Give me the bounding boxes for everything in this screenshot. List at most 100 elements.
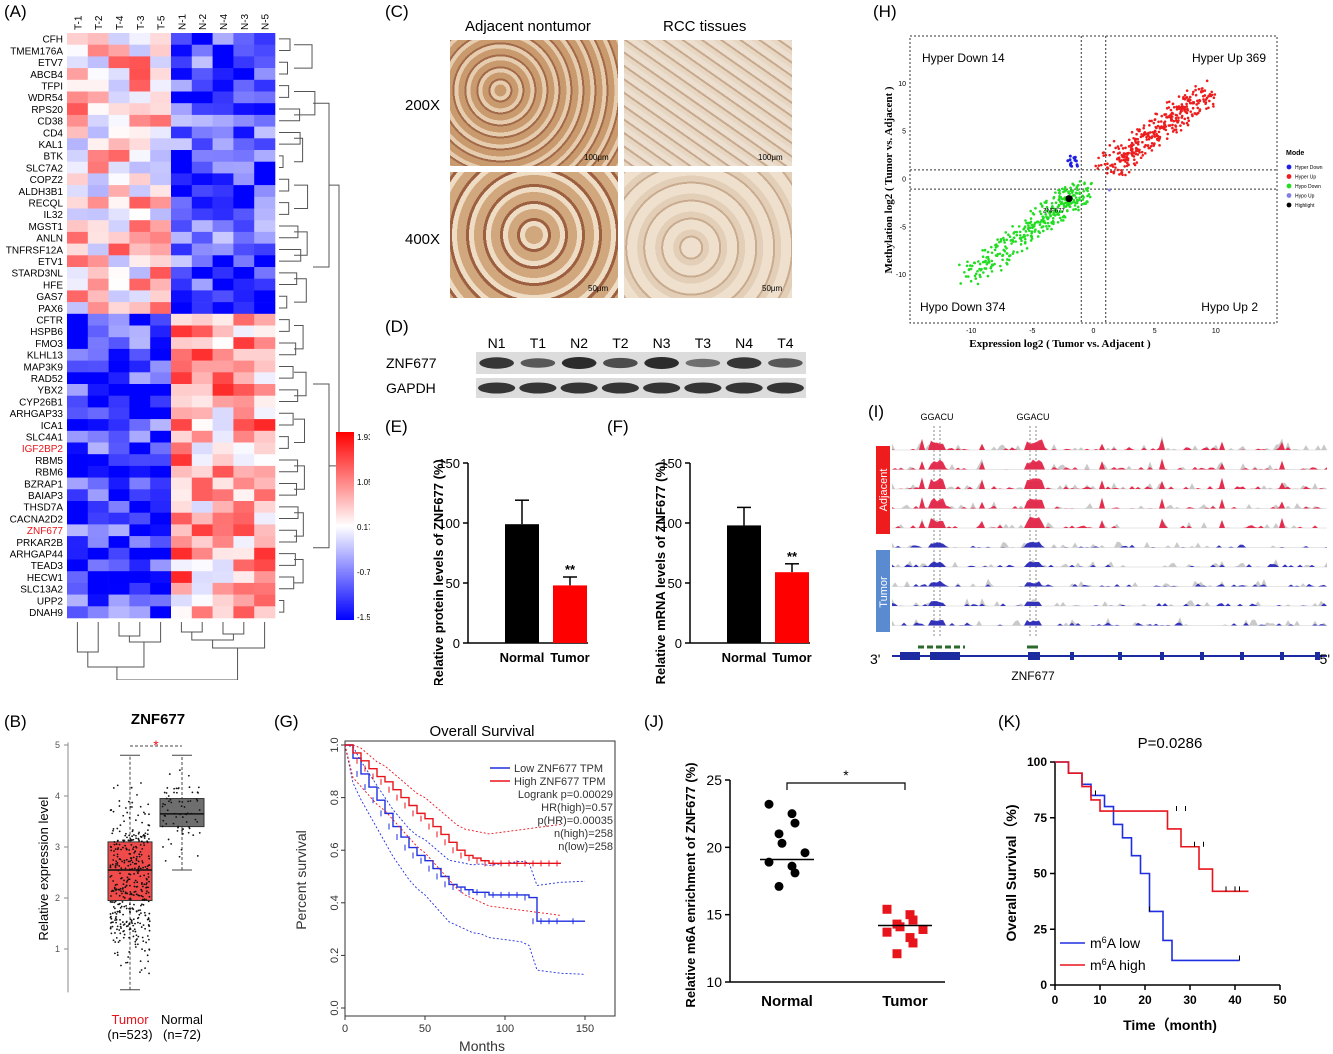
scatter-point (1072, 193, 1075, 197)
data-point (800, 848, 810, 858)
heatmap-cell (108, 372, 130, 385)
heatmap-cell (108, 360, 130, 373)
data-point (181, 801, 184, 803)
x-tick-label: -5 (1029, 328, 1035, 335)
data-point (123, 879, 125, 882)
heatmap-cell (150, 582, 172, 595)
data-point (139, 971, 141, 974)
data-point (137, 909, 140, 912)
scatter-point (1002, 236, 1005, 240)
scatter-point (1130, 141, 1134, 145)
heatmap-cell (233, 536, 255, 549)
panel-i: (I) GGACU GGACU Adjacent Tumor 3' 5' ZNF677 (860, 400, 1333, 690)
heatmap-cell (212, 454, 234, 467)
data-point (133, 885, 136, 888)
heatmap-cell (150, 267, 172, 279)
heatmap-cell (233, 231, 255, 244)
legend-marker (1286, 193, 1292, 198)
y-tick-label: 15 (706, 907, 722, 923)
heatmap-cell (87, 559, 109, 572)
scatter-point (1094, 164, 1097, 168)
data-point (123, 929, 125, 932)
legend-label: Hypo Down (1295, 184, 1321, 190)
data-point (147, 803, 150, 806)
scatter-point (1011, 225, 1014, 228)
data-point (147, 900, 150, 903)
heatmap-cell (233, 220, 255, 233)
scatter-point (1117, 147, 1121, 150)
scatter-point (1201, 87, 1204, 90)
heatmap-cell (129, 161, 151, 174)
scatter-point (985, 256, 988, 259)
scatter-point (1170, 115, 1174, 118)
heatmap-cell (129, 196, 151, 209)
data-point (140, 836, 143, 838)
scatter-point (1063, 188, 1067, 191)
data-point (115, 912, 118, 915)
y-tick-label: 20 (706, 839, 722, 855)
heatmap-cell (150, 173, 172, 186)
heatmap-cell (212, 325, 234, 338)
protein-band (768, 358, 803, 368)
heatmap-cell (87, 524, 109, 537)
data-point (147, 960, 150, 963)
data-point (131, 893, 133, 896)
scatter-point (1109, 170, 1113, 173)
scatter-point (1016, 251, 1019, 254)
scatter-point (1050, 221, 1054, 225)
scatter-point (1179, 107, 1182, 111)
heatmap-cell (191, 419, 213, 432)
heatmap-cell (171, 547, 193, 560)
heatmap-gene-label: KLHL13 (27, 351, 64, 362)
data-point (141, 860, 144, 862)
data-point (113, 843, 116, 846)
heatmap-cell (87, 395, 109, 408)
data-point (112, 828, 115, 830)
heatmap-cell (254, 547, 276, 560)
heatmap-cell (191, 524, 213, 537)
heatmap-cell (67, 114, 89, 127)
significance-marker: ** (787, 549, 798, 564)
data-point (120, 905, 123, 908)
scatter-point (1155, 112, 1159, 116)
heatmap-cell (191, 173, 213, 186)
scatter-point (986, 250, 990, 254)
heatmap-cell (129, 220, 151, 233)
data-point (135, 893, 138, 896)
scatter-point (1008, 235, 1012, 238)
data-point (908, 938, 918, 948)
ip-coverage (892, 458, 1327, 470)
heatmap-cell (191, 606, 213, 619)
panel-d-label: (D) (385, 317, 409, 336)
heatmap-cell (87, 571, 109, 584)
scatter-point (1186, 116, 1190, 120)
data-point (764, 799, 774, 809)
heatmap-cell (150, 150, 172, 162)
colorbar-tick-label: 1.93 (357, 433, 370, 442)
scatter-point (1152, 121, 1156, 125)
heatmap-cell (212, 196, 234, 209)
heatmap-cell (171, 103, 193, 116)
heatmap-cell (212, 150, 234, 162)
heatmap-cell (171, 360, 193, 373)
data-point (131, 829, 134, 831)
scatter-point (1034, 207, 1037, 210)
data-point (147, 855, 150, 858)
highlight-point (1065, 195, 1073, 203)
scatter-point (1174, 113, 1178, 117)
heatmap-cell (191, 348, 213, 361)
data-point (136, 943, 139, 946)
data-point (146, 840, 149, 843)
category-label: Normal (722, 650, 767, 665)
data-point (116, 928, 118, 931)
scatter-point (973, 261, 977, 265)
data-point (190, 812, 193, 815)
heatmap-cell (212, 126, 234, 139)
scatter-point (1087, 193, 1091, 196)
data-point (112, 787, 115, 789)
scatter-point (1078, 180, 1082, 183)
data-point (121, 921, 124, 923)
data-point (141, 890, 143, 893)
scatter-point (1107, 188, 1111, 192)
heatmap-cell (233, 44, 255, 57)
